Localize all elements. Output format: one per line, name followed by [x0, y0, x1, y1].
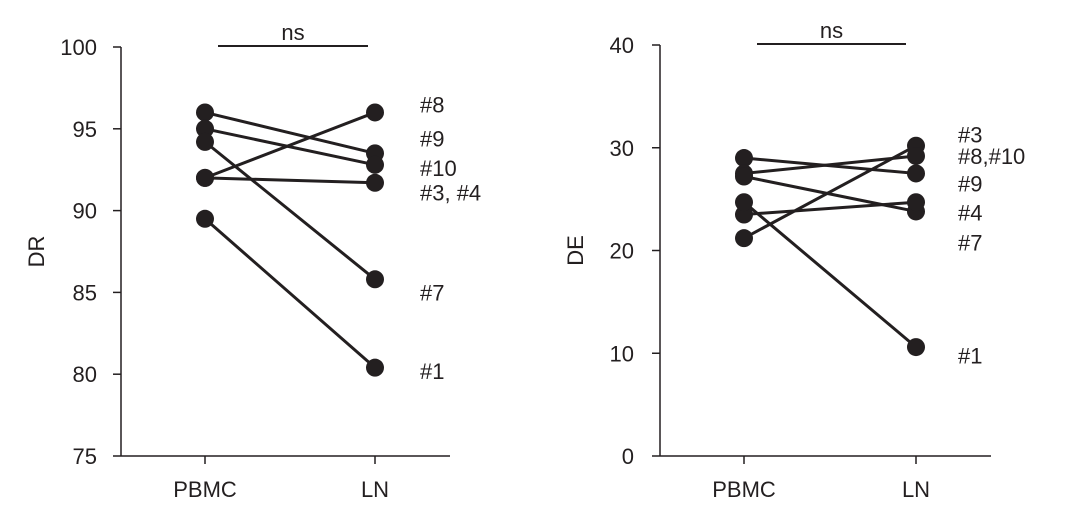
- significance-label: ns: [281, 20, 304, 45]
- data-point: [366, 173, 384, 192]
- data-point: [735, 167, 753, 186]
- data-point: [366, 155, 384, 174]
- y-tick-label: 20: [610, 239, 634, 264]
- data-point: [907, 338, 925, 357]
- series-line: [743, 200, 917, 217]
- data-point: [735, 193, 753, 212]
- sample-annotation: #8: [420, 92, 444, 117]
- data-point: [366, 103, 384, 122]
- y-tick-label: 75: [73, 444, 97, 469]
- y-tick-label: 80: [73, 362, 97, 387]
- data-point: [196, 132, 214, 151]
- sample-annotation: #4: [958, 200, 982, 225]
- data-point: [196, 209, 214, 228]
- data-point: [196, 168, 214, 187]
- sample-annotation: #1: [958, 343, 982, 368]
- data-point: [196, 119, 214, 138]
- y-axis-title: DE: [563, 235, 588, 266]
- y-tick-label: 100: [60, 35, 97, 60]
- y-tick-label: 40: [610, 33, 634, 58]
- sample-annotation: #9: [420, 127, 444, 152]
- series-line: [204, 140, 376, 281]
- series-line: [204, 110, 376, 155]
- series-line: [204, 176, 376, 185]
- sample-annotation: #7: [958, 230, 982, 255]
- sample-annotation: #3, #4: [420, 181, 481, 206]
- data-point: [366, 270, 384, 289]
- series-line: [204, 111, 376, 180]
- x-category-label: LN: [902, 477, 930, 502]
- data-point: [907, 193, 925, 212]
- series-line: [743, 201, 917, 349]
- y-tick-label: 85: [73, 280, 97, 305]
- sample-annotation: #7: [420, 280, 444, 305]
- data-point: [907, 164, 925, 183]
- data-point: [366, 358, 384, 377]
- sample-annotation: #10: [420, 156, 457, 181]
- data-point: [735, 205, 753, 224]
- significance-label: ns: [820, 18, 843, 43]
- series-line: [743, 144, 917, 240]
- series-line: [204, 217, 376, 369]
- y-axis-title: DR: [24, 236, 49, 268]
- sample-annotation: #1: [420, 359, 444, 384]
- y-tick-label: 0: [622, 444, 634, 469]
- data-point: [735, 149, 753, 168]
- data-point: [907, 146, 925, 165]
- y-tick-label: 30: [610, 136, 634, 161]
- y-tick-label: 95: [73, 117, 97, 142]
- x-category-label: LN: [361, 477, 389, 502]
- series-line: [204, 127, 376, 167]
- y-tick-label: 10: [610, 341, 634, 366]
- series-line: [743, 154, 917, 175]
- x-category-label: PBMC: [712, 477, 776, 502]
- x-category-label: PBMC: [173, 477, 237, 502]
- data-point: [735, 229, 753, 248]
- series-line: [743, 175, 917, 213]
- data-point: [196, 103, 214, 122]
- y-tick-label: 90: [73, 199, 97, 224]
- sample-annotation: #8,#10: [958, 144, 1025, 169]
- sample-annotation: #3: [958, 122, 982, 147]
- sample-annotation: #9: [958, 172, 982, 197]
